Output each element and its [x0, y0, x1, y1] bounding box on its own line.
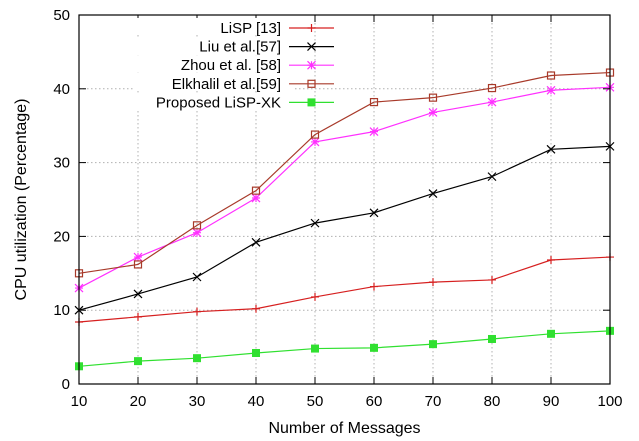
x-tick-label: 20: [130, 393, 147, 410]
x-tick-label: 70: [425, 393, 442, 410]
legend-label: Zhou et al. [58]: [181, 57, 281, 74]
y-tick-label: 40: [53, 81, 70, 98]
y-tick-label: 30: [53, 155, 70, 172]
legend-label: Elkhalil et al.[59]: [172, 76, 281, 93]
data-point: [488, 334, 496, 343]
data-point: [251, 186, 261, 195]
data-point: [428, 107, 438, 117]
x-tick-label: 10: [71, 393, 88, 410]
data-point: [546, 71, 556, 80]
data-point: [192, 228, 202, 238]
legend-marker: [307, 79, 316, 88]
data-point: [429, 278, 437, 287]
legend-entry: LiSP [13]: [134, 18, 334, 37]
y-axis-label: CPU utilization (Percentage): [13, 99, 30, 301]
data-point: [193, 354, 201, 363]
data-point: [310, 137, 320, 147]
legend-entry: Proposed LiSP-XK: [134, 92, 334, 111]
data-point: [252, 304, 260, 313]
plot-frame: [78, 14, 611, 385]
legend-text-background: [134, 55, 294, 73]
legend-marker: [307, 24, 316, 32]
legend-entry: Zhou et al. [58]: [134, 55, 334, 74]
y-tick-label: 20: [53, 228, 70, 245]
x-tick-label: 30: [189, 393, 206, 410]
series-5: [75, 326, 614, 371]
data-point: [311, 292, 319, 301]
data-point: [428, 189, 438, 199]
series-line: [78, 256, 611, 323]
data-point: [134, 357, 142, 366]
series-2: [74, 141, 615, 315]
x-tick-label: 50: [307, 393, 324, 410]
data-point: [487, 83, 497, 93]
series-line: [78, 330, 611, 367]
data-point: [251, 193, 261, 203]
data-point: [369, 208, 379, 218]
legend-label: Proposed LiSP-XK: [156, 94, 281, 111]
data-point: [429, 340, 437, 349]
data-point: [487, 172, 497, 182]
series-4: [74, 68, 615, 278]
x-tick-label: 90: [543, 393, 560, 410]
legend-text-background: [134, 18, 294, 35]
data-point: [488, 275, 496, 284]
y-tick-label: 50: [53, 7, 70, 24]
data-point: [370, 343, 378, 352]
data-point: [546, 85, 556, 95]
data-point: [487, 97, 497, 107]
data-point: [133, 252, 143, 262]
data-point: [428, 93, 438, 102]
y-tick-label: 10: [53, 302, 70, 319]
data-point: [251, 237, 261, 247]
data-point: [133, 289, 143, 299]
data-point: [370, 282, 378, 291]
series-line: [78, 86, 611, 289]
data-point: [369, 97, 379, 107]
legend-label: LiSP [13]: [220, 20, 281, 37]
legend: LiSP [13] Liu et al.[57]Zhou et al. [58] E…: [134, 18, 334, 111]
legend-marker: [307, 60, 316, 70]
data-point: [310, 218, 320, 228]
data-point: [192, 272, 202, 282]
series-layer: [74, 68, 615, 371]
series-1: [75, 253, 614, 327]
x-tick-label: 80: [484, 393, 501, 410]
legend-text-background: [134, 92, 294, 110]
data-point: [133, 260, 143, 269]
data-point: [547, 329, 555, 338]
legend-text-background: [134, 36, 294, 54]
data-point: [547, 256, 555, 265]
series-3: [74, 82, 615, 293]
x-tick-label: 100: [597, 393, 622, 410]
data-point: [546, 144, 556, 154]
legend-text-background: [134, 73, 294, 91]
legend-marker: [307, 98, 316, 107]
legend-entry: Liu et al.[57]: [134, 36, 334, 56]
series-line: [78, 145, 611, 311]
x-tick-label: 60: [366, 393, 383, 410]
x-tick-label: 40: [248, 393, 265, 410]
data-point: [310, 130, 320, 139]
data-point: [193, 307, 201, 316]
y-tick-label: 0: [62, 376, 70, 393]
legend-label: Liu et al.[57]: [199, 39, 281, 56]
data-point: [311, 344, 319, 353]
data-point: [369, 127, 379, 137]
data-point: [252, 349, 260, 358]
data-point: [134, 312, 142, 321]
legend-marker: [307, 42, 316, 52]
data-point: [192, 221, 202, 230]
x-axis-label: Number of Messages: [268, 420, 420, 437]
series-line: [78, 71, 611, 274]
legend-entry: Elkhalil et al.[59]: [134, 73, 334, 93]
